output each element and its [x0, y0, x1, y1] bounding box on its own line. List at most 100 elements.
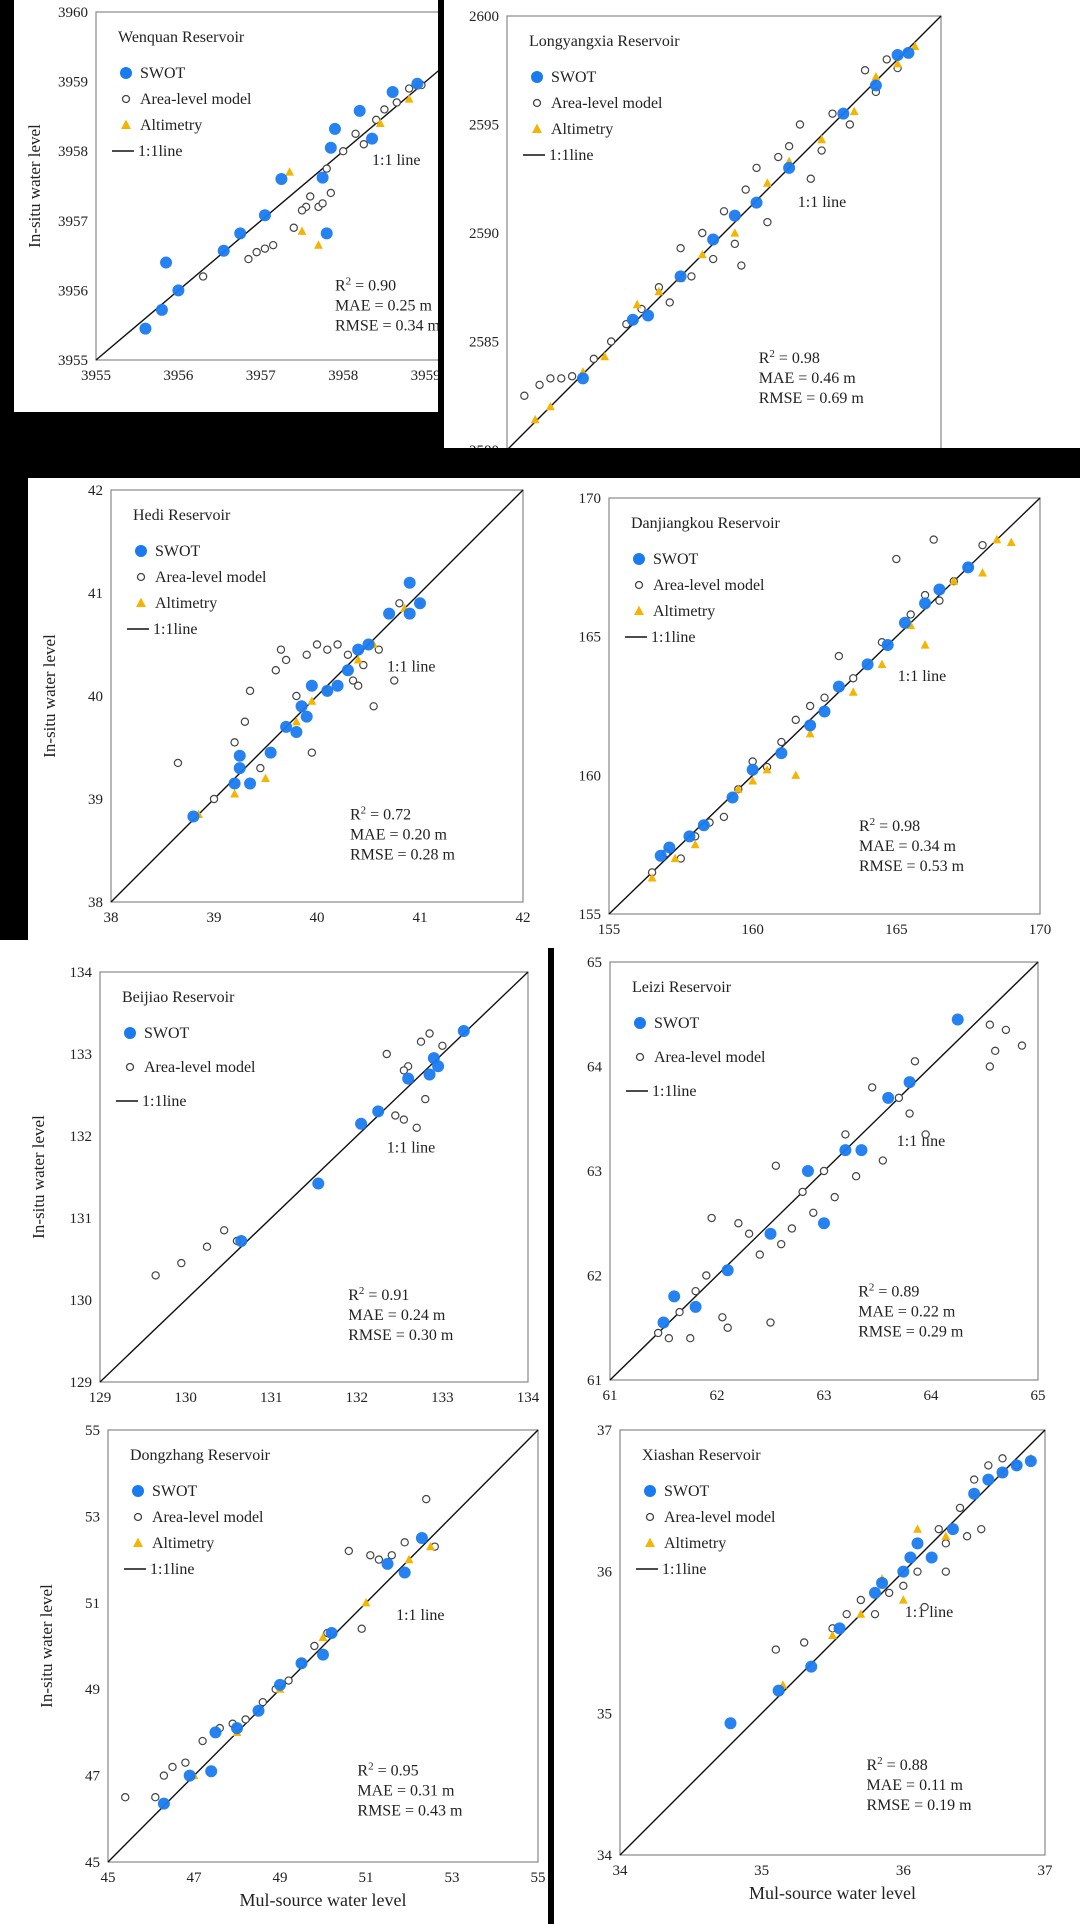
altimetry-point [848, 687, 858, 696]
r2-superscript: 2 [769, 348, 775, 360]
x-tick-label: 49 [273, 1870, 288, 1886]
legend: SWOT Area-level model 1:1line [116, 1025, 256, 1110]
area-level-point [310, 1641, 319, 1651]
stat-r2: R2 = 0.91 [348, 1285, 409, 1304]
swot-point [155, 303, 168, 316]
area-level-point [870, 1609, 880, 1619]
x-tick-label: 37 [1038, 1863, 1054, 1879]
area-level-point [935, 596, 944, 605]
legend-swot-label: SWOT [653, 551, 699, 568]
legend-area-label: Area-level model [155, 569, 267, 586]
area-level-point [702, 1271, 711, 1280]
r2-symbol: R [867, 1757, 878, 1774]
area-level-point [766, 1318, 775, 1327]
legend-swot-marker [634, 1017, 646, 1029]
area-level-point [256, 763, 265, 773]
r2-value: = 0.98 [775, 350, 820, 367]
x-tick-label: 45 [101, 1870, 116, 1886]
x-tick-label: 36 [896, 1863, 912, 1879]
y-tick-label: 41 [88, 586, 103, 602]
x-tick-label: 64 [924, 1388, 940, 1404]
x-tick-label: 34 [613, 1863, 629, 1879]
area-level-point [698, 228, 707, 238]
r2-value: = 0.91 [364, 1287, 409, 1304]
x-tick-label: 131 [260, 1390, 283, 1406]
altimetry-point [828, 1630, 837, 1640]
swot-point [772, 1684, 785, 1697]
altimetry-point [733, 784, 743, 793]
y-tick-label: 40 [88, 689, 103, 705]
x-tick-label: 3955 [81, 368, 111, 384]
area-level-point [333, 640, 342, 649]
altimetry-point [314, 240, 323, 249]
y-tick-label: 38 [88, 895, 103, 911]
r2-symbol: R [859, 818, 870, 835]
altimetry-point [530, 414, 540, 424]
area-level-point [777, 737, 786, 747]
area-level-point [366, 1551, 375, 1560]
r2-superscript: 2 [346, 275, 352, 287]
swot-point [209, 1726, 222, 1739]
swot-point [264, 746, 277, 759]
area-level-point [771, 1645, 781, 1654]
legend: SWOT Area-level model Altimetry 1:1line [127, 543, 267, 638]
y-tick-label: 34 [597, 1848, 613, 1864]
swot-point [252, 1704, 265, 1717]
legend-line-label: 1:1line [549, 147, 593, 164]
area-level-point [297, 206, 307, 215]
swot-point [280, 720, 293, 733]
area-level-point [828, 109, 837, 118]
r2-value: = 0.98 [875, 818, 920, 835]
x-tick-label: 3958 [328, 368, 358, 384]
legend-swot-marker [531, 71, 543, 83]
legend-swot-label: SWOT [664, 1483, 710, 1500]
swot-point [305, 679, 318, 692]
area-level-point [774, 152, 783, 162]
r2-value: = 0.88 [883, 1757, 928, 1774]
swot-point [775, 747, 788, 760]
area-level-point [718, 1313, 727, 1322]
area-level-point [344, 1546, 353, 1556]
altimetry-point [898, 1595, 908, 1604]
legend-area-marker [125, 1062, 135, 1072]
r2-value: = 0.95 [374, 1763, 419, 1780]
area-level-point [322, 164, 331, 173]
y-tick-label: 131 [70, 1211, 93, 1227]
legend-swot-marker [644, 1485, 656, 1497]
y-axis-label: In-situ water level [37, 1584, 56, 1708]
area-level-point [348, 676, 358, 685]
series-swot [576, 46, 915, 385]
area-level-point [271, 666, 280, 675]
area-level-point [830, 1192, 839, 1202]
area-level-point [177, 1258, 186, 1268]
altimetry-point [877, 659, 887, 668]
area-level-point [776, 1239, 786, 1249]
stat-rmse: RMSE = 0.53 m [859, 858, 965, 875]
legend-line-label: 1:1line [662, 1561, 706, 1578]
stat-mae: MAE = 0.11 m [867, 1777, 964, 1794]
stat-mae: MAE = 0.31 m [357, 1783, 455, 1800]
swot-point [402, 1072, 415, 1085]
altimetry-point [978, 568, 987, 577]
chart-panel-wenquan: 3955 3956 3957 3958 3959 3960 3955 3956 3957 3958… [14, 0, 438, 412]
area-level-point [734, 1219, 743, 1228]
area-level-point [664, 1334, 674, 1343]
legend-swot-marker [135, 545, 147, 557]
area-level-point [805, 701, 815, 711]
area-level-point [719, 812, 729, 822]
y-tick-label: 2595 [469, 118, 499, 134]
swot-point [726, 791, 739, 804]
swot-point [897, 1565, 910, 1578]
chart-xiashan-reservoir-svg: 34 35 36 37 34 35 36 37 Mul-source water level Xi… [597, 1423, 1054, 1903]
swot-point [881, 638, 894, 651]
area-level-point [323, 645, 332, 654]
r2-symbol: R [350, 807, 361, 824]
area-level-point [181, 1758, 190, 1767]
one-to-one-label: 1:1 line [898, 668, 946, 685]
area-level-point [567, 372, 577, 381]
y-tick-label: 134 [70, 965, 93, 981]
area-level-point [798, 1187, 807, 1197]
swot-point [325, 1627, 338, 1640]
series-swot [157, 1532, 428, 1810]
area-level-point [969, 1475, 979, 1484]
